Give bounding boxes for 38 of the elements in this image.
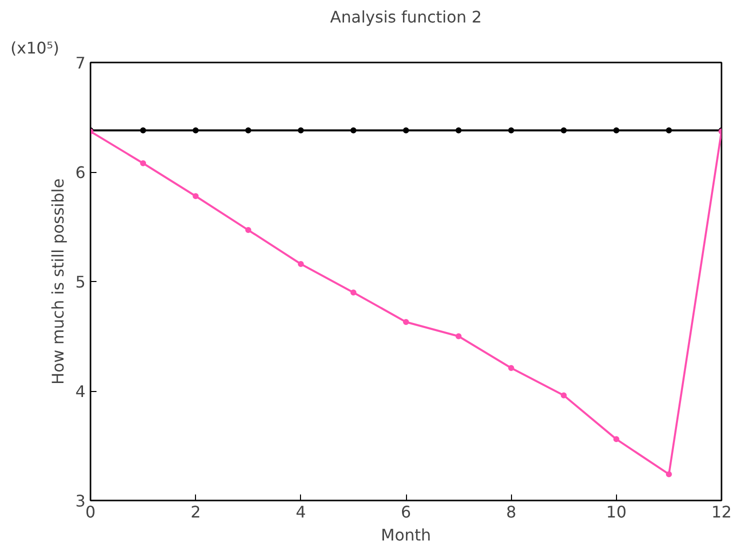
point <box>666 127 672 134</box>
chart-title: Analysis function 2 <box>330 8 482 26</box>
point <box>508 127 514 134</box>
point <box>192 193 199 200</box>
point <box>298 260 304 267</box>
y-tick-label: 6 <box>75 163 86 182</box>
point <box>403 319 409 326</box>
point <box>456 333 462 340</box>
x-axis-title: Month <box>380 526 432 544</box>
point <box>350 289 356 296</box>
y-tick-label: 5 <box>75 272 86 292</box>
y-tick-label: 7 <box>75 54 86 72</box>
x-tick-label: 0 <box>85 502 96 522</box>
point <box>456 127 462 134</box>
point <box>140 160 146 166</box>
point <box>403 127 409 134</box>
point <box>140 127 146 134</box>
point <box>560 127 567 134</box>
point <box>245 227 252 234</box>
x-tick-label: 2 <box>190 502 201 522</box>
x-tick-label: 10 <box>606 502 627 522</box>
y-axis-title: How much is still possible <box>48 178 68 385</box>
x-tick-label: 4 <box>296 502 306 522</box>
x-tick-label: 6 <box>400 502 412 522</box>
x-tick-label: 12 <box>711 502 732 522</box>
point <box>666 471 672 478</box>
x-tick-label: 8 <box>506 502 516 522</box>
point <box>245 127 252 134</box>
point <box>560 392 567 398</box>
point <box>350 127 356 134</box>
point <box>298 127 304 134</box>
text: (x10⁵) <box>10 38 60 58</box>
y-tick-label: 3 <box>75 492 86 510</box>
point <box>613 127 620 134</box>
point <box>192 127 199 134</box>
point <box>508 365 514 371</box>
y-tick-label: 4 <box>75 382 86 401</box>
point <box>613 436 620 442</box>
